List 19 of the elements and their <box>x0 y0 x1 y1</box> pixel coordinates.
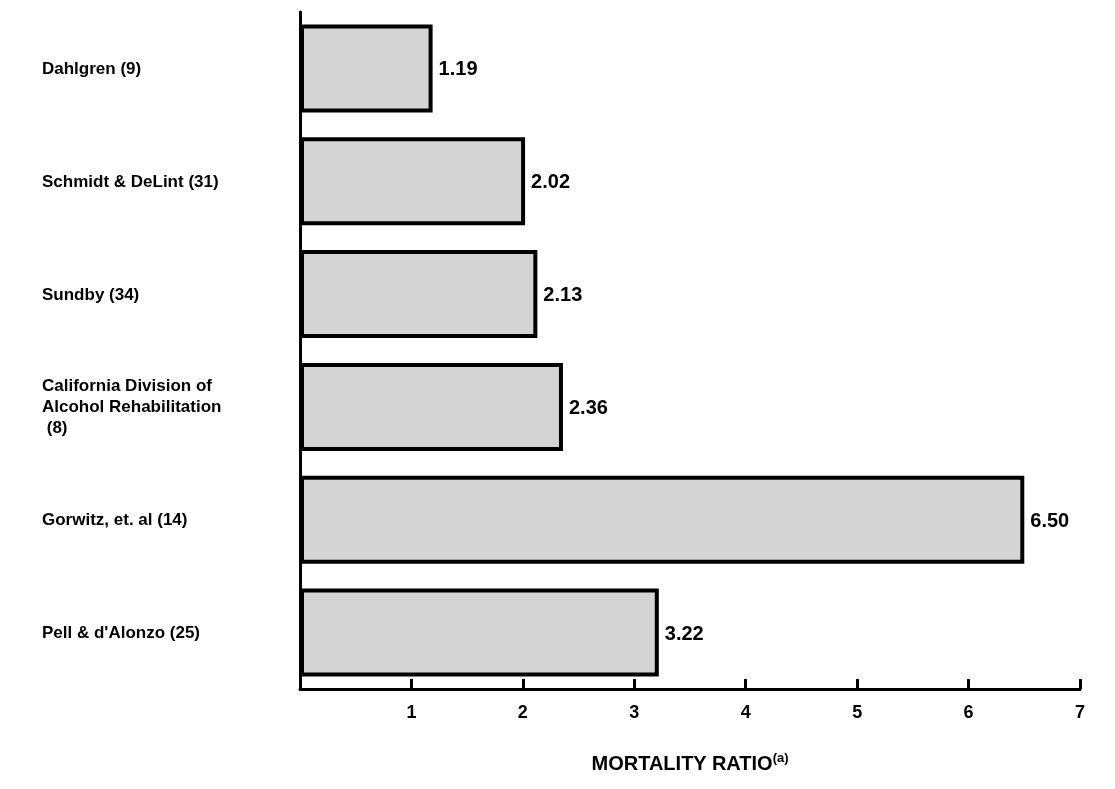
y-tick-label: Schmidt & DeLint (31) <box>42 171 219 191</box>
data-label: 2.02 <box>531 170 571 193</box>
y-tick-label: Pell & d'Alonzo (25) <box>42 623 200 643</box>
data-label: 2.36 <box>568 395 608 418</box>
x-tick-label: 2 <box>517 702 528 722</box>
y-tick-label: California Division of Alcohol Rehabilitation (8) <box>42 376 222 438</box>
x-tick-label: 1 <box>406 702 417 722</box>
y-tick-label: Sundby (34) <box>42 284 140 304</box>
y-tick-label: Gorwitz, et. al (14) <box>42 510 188 530</box>
data-label: 1.19 <box>438 57 478 80</box>
data-label: 2.13 <box>543 283 583 306</box>
data-label: 3.22 <box>664 621 704 644</box>
y-tick-label: Dahlgren (9) <box>42 58 142 78</box>
x-tick-label: 7 <box>1074 702 1086 722</box>
data-label: 6.50 <box>1030 508 1070 531</box>
x-tick-label: 5 <box>852 702 863 722</box>
x-tick-label: 4 <box>740 702 751 722</box>
x-tick-label: 6 <box>963 702 974 722</box>
x-tick-label: 3 <box>629 702 640 722</box>
